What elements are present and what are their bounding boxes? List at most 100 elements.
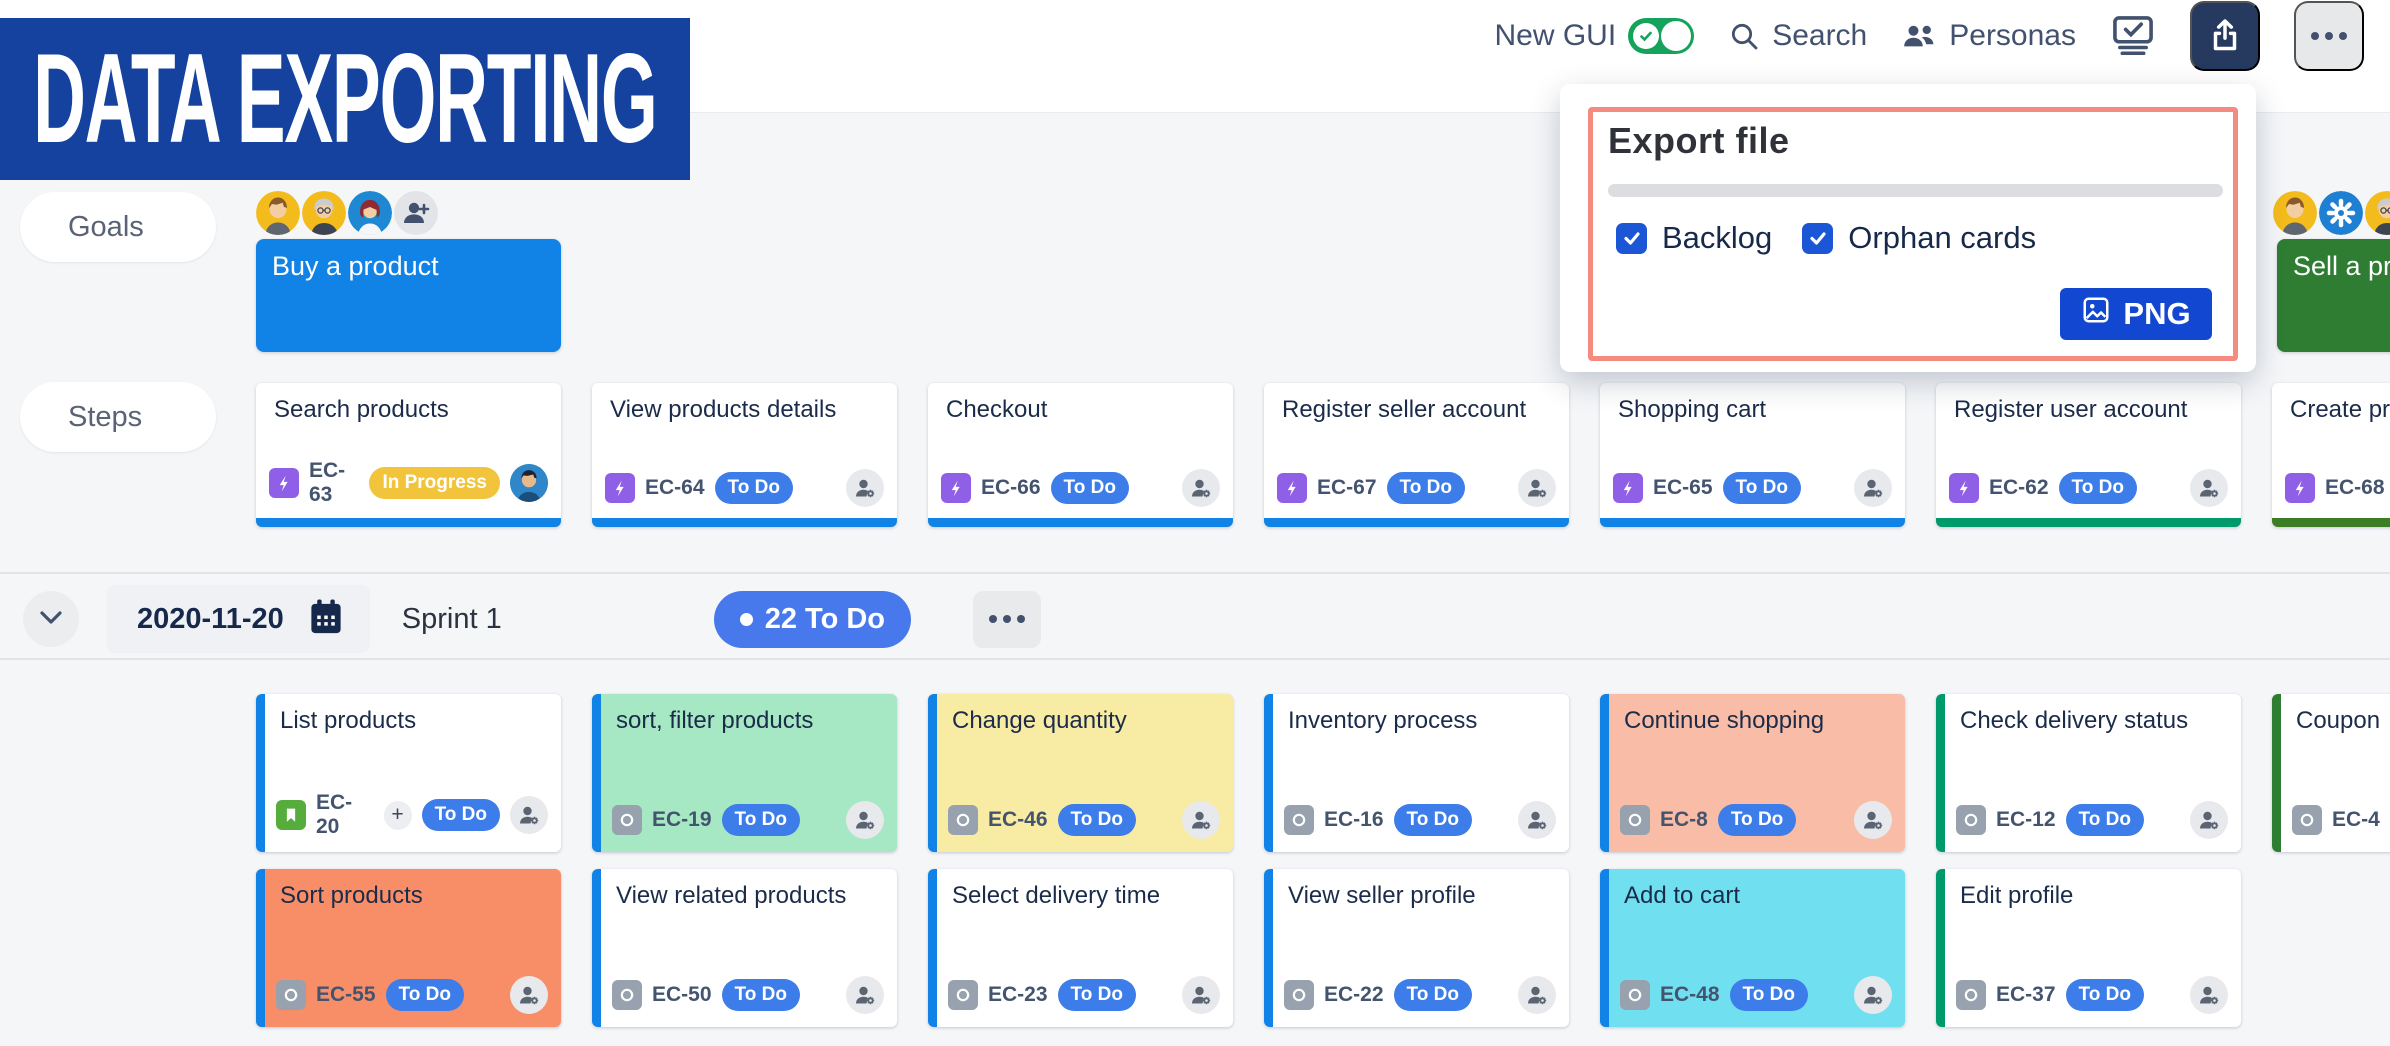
story-card[interactable]: View related products EC-50 To Do — [592, 869, 897, 1027]
story-card[interactable]: Continue shopping EC-8 To Do — [1600, 694, 1905, 852]
story-card[interactable]: Edit profile EC-37 To Do — [1936, 869, 2241, 1027]
sprint-more-button[interactable] — [973, 590, 1042, 648]
story-card[interactable]: Select delivery time EC-23 To Do — [928, 869, 1233, 1027]
checkbox-checked-icon[interactable] — [1616, 222, 1647, 254]
goal-card-title: Buy a product — [272, 251, 439, 281]
assignee-avatar[interactable] — [510, 464, 548, 502]
persona-avatar-grandma[interactable] — [2365, 191, 2390, 235]
epic-issue-type-icon — [941, 473, 971, 503]
sprint-status-pill[interactable]: 22 To Do — [713, 590, 912, 648]
status-badge[interactable]: To Do — [2065, 979, 2144, 1011]
step-card[interactable]: Create product EC-68To Do — [2272, 383, 2390, 527]
assign-user-icon[interactable] — [1182, 801, 1220, 839]
step-card[interactable]: Search products EC-63 In Progress — [256, 383, 561, 527]
export-option-orphan-cards[interactable]: Orphan cards — [1802, 220, 2036, 256]
story-card[interactable]: Sort products EC-55 To Do — [256, 869, 561, 1027]
export-options: Backlog Orphan cards — [1616, 220, 2036, 256]
export-share-button[interactable] — [2190, 1, 2260, 71]
assign-user-icon[interactable] — [1182, 469, 1220, 507]
sprint-collapse-button[interactable] — [23, 591, 79, 647]
step-card[interactable]: Shopping cart EC-65 To Do — [1600, 383, 1905, 527]
assign-user-icon[interactable] — [2190, 801, 2228, 839]
step-card[interactable]: Register seller account EC-67 To Do — [1264, 383, 1569, 527]
story-card[interactable]: Check delivery status EC-12 To Do — [1936, 694, 2241, 852]
task-issue-type-icon — [1620, 980, 1650, 1010]
assign-user-icon[interactable] — [846, 469, 884, 507]
assign-user-icon[interactable] — [2190, 469, 2228, 507]
story-card[interactable]: Add to cart EC-48 To Do — [1600, 869, 1905, 1027]
divider — [0, 572, 2390, 574]
board-check-icon[interactable] — [2110, 14, 2156, 58]
personas-button[interactable]: Personas — [1901, 19, 2076, 53]
persona-avatar-man[interactable] — [256, 191, 300, 235]
story-card[interactable]: Inventory process EC-16 To Do — [1264, 694, 1569, 852]
step-card[interactable]: Register user account EC-62 To Do — [1936, 383, 2241, 527]
story-card[interactable]: Coupon EC-4To Do — [2272, 694, 2390, 852]
assign-user-icon[interactable] — [1854, 801, 1892, 839]
assign-user-icon[interactable] — [1518, 469, 1556, 507]
export-png-label: PNG — [2123, 296, 2191, 331]
assign-user-icon[interactable] — [1182, 976, 1220, 1014]
status-badge[interactable]: To Do — [714, 472, 793, 504]
status-badge[interactable]: To Do — [1717, 804, 1797, 836]
assign-user-icon[interactable] — [1518, 976, 1556, 1014]
search-label: Search — [1772, 19, 1868, 52]
export-option-backlog[interactable]: Backlog — [1616, 220, 1772, 256]
issue-key: EC-22 — [1324, 983, 1384, 1006]
step-card[interactable]: Checkout EC-66 To Do — [928, 383, 1233, 527]
checkbox-checked-icon[interactable] — [1802, 222, 1834, 254]
card-accent-bar — [928, 694, 937, 852]
persona-avatar-grandma[interactable] — [302, 191, 346, 235]
add-persona-button[interactable] — [394, 191, 438, 235]
status-badge[interactable]: To Do — [1057, 804, 1136, 836]
story-card[interactable]: sort, filter products EC-19 To Do — [592, 694, 897, 852]
status-badge[interactable]: To Do — [1057, 979, 1136, 1011]
sprint-date-picker[interactable]: 2020-11-20 — [107, 585, 370, 653]
assign-user-icon[interactable] — [510, 796, 548, 834]
assign-user-icon[interactable] — [846, 976, 884, 1014]
issue-key: EC-19 — [652, 808, 712, 831]
card-footer: EC-12 To Do — [1936, 801, 2241, 839]
status-badge[interactable]: In Progress — [369, 467, 500, 499]
persona-avatar-gear-icon[interactable] — [2319, 191, 2363, 235]
story-card[interactable]: List products EC-20 + To Do — [256, 694, 561, 852]
status-badge[interactable]: To Do — [1386, 472, 1465, 504]
status-badge[interactable]: To Do — [385, 979, 464, 1011]
status-badge[interactable]: To Do — [721, 804, 800, 836]
assign-user-icon[interactable] — [1854, 469, 1892, 507]
goal-card[interactable]: Sell a product — [2277, 239, 2390, 352]
issue-key: EC-46 — [988, 808, 1048, 831]
assign-user-icon[interactable] — [1518, 801, 1556, 839]
status-badge[interactable]: To Do — [1393, 979, 1472, 1011]
more-options-button[interactable] — [2294, 1, 2364, 71]
story-issue-type-icon — [276, 800, 306, 830]
status-badge[interactable]: To Do — [721, 979, 800, 1011]
status-badge[interactable]: To Do — [1393, 804, 1472, 836]
new-gui-toggle[interactable] — [1628, 18, 1695, 54]
goal-card[interactable]: Buy a product — [256, 239, 561, 352]
card-footer: EC-22 To Do — [1264, 976, 1569, 1014]
status-badge[interactable]: To Do — [1729, 979, 1808, 1011]
assign-user-icon[interactable] — [510, 976, 548, 1014]
status-badge[interactable]: To Do — [2058, 472, 2137, 504]
card-footer: EC-19 To Do — [592, 801, 897, 839]
card-title: List products — [280, 707, 417, 734]
status-badge[interactable]: To Do — [1722, 472, 1801, 504]
card-title: Register user account — [1954, 396, 2188, 423]
step-card[interactable]: View products details EC-64 To Do — [592, 383, 897, 527]
story-card[interactable]: Change quantity EC-46 To Do — [928, 694, 1233, 852]
persona-avatar-man[interactable] — [2273, 191, 2317, 235]
status-badge[interactable]: To Do — [1050, 472, 1129, 504]
status-badge[interactable]: To Do — [421, 799, 500, 831]
card-title: Search products — [274, 396, 449, 423]
assign-user-icon[interactable] — [1854, 976, 1892, 1014]
new-gui-toggle-group[interactable]: New GUI — [1495, 18, 1695, 54]
story-card[interactable]: View seller profile EC-22 To Do — [1264, 869, 1569, 1027]
persona-avatar-woman[interactable] — [348, 191, 392, 235]
assign-user-icon[interactable] — [2190, 976, 2228, 1014]
search-button[interactable]: Search — [1728, 19, 1867, 53]
export-png-button[interactable]: PNG — [2060, 288, 2212, 340]
assign-user-icon[interactable] — [846, 801, 884, 839]
add-subtask-button[interactable]: + — [383, 800, 412, 830]
status-badge[interactable]: To Do — [2065, 804, 2144, 836]
